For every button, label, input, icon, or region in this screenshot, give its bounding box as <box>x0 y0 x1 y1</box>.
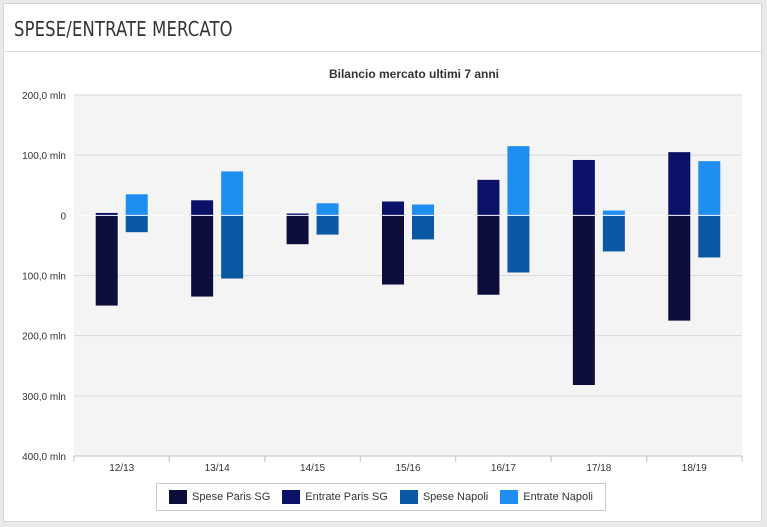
bar-entrate-napoli <box>602 210 625 216</box>
card-title: SPESE/ENTRATE MERCATO <box>14 17 233 41</box>
legend-swatch <box>500 490 519 504</box>
bar-entrate-napoli <box>507 146 530 216</box>
bar-entrate-napoli <box>316 203 339 216</box>
chart-legend: Spese Paris SG Entrate Paris SG Spese Napo… <box>156 483 606 511</box>
y-tick-label: 100,0 mln <box>22 272 66 283</box>
legend-item[interactable]: Spese Napoli <box>399 490 489 504</box>
legend-swatch <box>399 490 418 504</box>
bar-spese-napoli <box>698 215 721 258</box>
bar-spese-paris-sg <box>477 215 500 295</box>
bar-spese-napoli <box>507 215 530 273</box>
bar-entrate-paris-sg <box>572 159 595 216</box>
chart-title: Bilancio mercato ultimi 7 anni <box>329 67 499 81</box>
legend-swatch <box>169 490 187 504</box>
bar-spese-paris-sg <box>191 215 214 297</box>
x-tick-label: 17/18 <box>586 463 611 474</box>
bar-spese-paris-sg <box>572 215 595 386</box>
legend-item[interactable]: Entrate Paris SG <box>282 490 388 504</box>
bar-entrate-napoli <box>221 171 244 216</box>
bar-entrate-napoli <box>412 204 434 216</box>
y-tick-label: 300,0 mln <box>22 392 66 403</box>
bar-entrate-paris-sg <box>95 212 118 216</box>
bar-spese-napoli <box>412 215 434 240</box>
legend-label: Entrate Napoli <box>523 491 593 503</box>
bar-spese-paris-sg <box>95 215 118 306</box>
legend-label: Spese Napoli <box>422 491 489 503</box>
bar-entrate-paris-sg <box>286 213 309 216</box>
bar-entrate-paris-sg <box>668 152 691 216</box>
bar-entrate-paris-sg <box>477 179 500 216</box>
legend-label: Spese Paris SG <box>192 491 271 503</box>
bar-spese-paris-sg <box>668 215 691 321</box>
legend-item[interactable]: Entrate Napoli <box>500 490 593 504</box>
x-tick-label: 15/16 <box>395 463 420 474</box>
y-tick-label: 0 <box>60 211 66 222</box>
card-header: SPESE/ENTRATE MERCATO <box>4 4 761 52</box>
bar-spese-napoli <box>602 215 625 252</box>
y-tick-label: 200,0 mln <box>22 91 66 102</box>
x-tick-label: 16/17 <box>491 463 516 474</box>
bar-entrate-napoli <box>698 161 721 216</box>
bar-entrate-napoli <box>125 194 148 216</box>
bar-entrate-paris-sg <box>382 201 404 216</box>
bar-spese-napoli <box>316 215 339 235</box>
y-tick-label: 400,0 mln <box>22 452 66 463</box>
y-tick-label: 200,0 mln <box>22 332 66 343</box>
x-tick-label: 18/19 <box>682 463 707 474</box>
bar-spese-paris-sg <box>382 215 404 285</box>
x-tick-label: 12/13 <box>109 463 134 474</box>
legend-swatch <box>282 490 301 504</box>
y-tick-label: 100,0 mln <box>22 151 66 162</box>
x-tick-label: 13/14 <box>205 463 230 474</box>
legend-label: Entrate Paris SG <box>305 491 388 503</box>
bar-entrate-paris-sg <box>191 200 214 216</box>
bar-spese-paris-sg <box>286 215 309 245</box>
legend-item[interactable]: Spese Paris SG <box>169 490 270 504</box>
bar-spese-napoli <box>221 215 244 279</box>
bar-spese-napoli <box>125 215 148 233</box>
x-tick-label: 14/15 <box>300 463 325 474</box>
